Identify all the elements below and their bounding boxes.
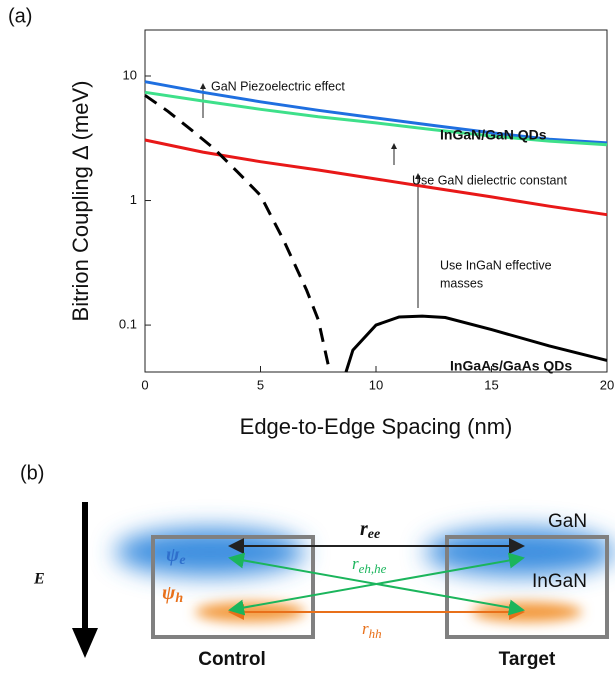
annotation: Use GaN dielectric constant: [412, 173, 567, 187]
target-label: Target: [499, 649, 556, 670]
x-tick-label: 5: [257, 377, 264, 392]
annotation: GaN Piezoelectric effect: [211, 79, 345, 93]
annotation: InGaAs/GaAs QDs: [450, 358, 572, 374]
y-axis-label: Bitrion Coupling Δ (meV): [68, 81, 93, 322]
annotation: masses: [440, 276, 483, 290]
figure: (a) Bitrion Coupling Δ (meV) Edge-to-Edg…: [0, 0, 615, 671]
barrier-label: GaN: [548, 511, 587, 532]
annotation: InGaN/GaN QDs: [440, 127, 547, 143]
series-line: [145, 95, 330, 372]
y-tick-label: 0.1: [119, 317, 137, 332]
r-ee-label: ree: [360, 518, 380, 543]
y-tick-label: 10: [123, 67, 137, 82]
x-tick-label: 15: [484, 377, 498, 392]
well-label: InGaN: [532, 571, 587, 592]
panel-label: (a): [8, 5, 32, 27]
x-axis-label: Edge-to-Edge Spacing (nm): [240, 414, 513, 439]
annotation-arrows: [203, 88, 418, 308]
annotation: Use InGaN effective: [440, 258, 552, 272]
control-label: Control: [198, 649, 266, 670]
panel-label: (b): [20, 462, 44, 484]
x-tick-label: 0: [141, 377, 148, 392]
y-tick-label: 1: [130, 192, 137, 207]
psi-h-label: ψh: [162, 582, 183, 607]
r-hh-label: rhh: [362, 619, 382, 641]
x-tick-label: 10: [369, 377, 383, 392]
r-eh-label: reh,he: [352, 554, 387, 576]
field-label: E: [33, 571, 45, 588]
x-tick-label: 20: [600, 377, 614, 392]
